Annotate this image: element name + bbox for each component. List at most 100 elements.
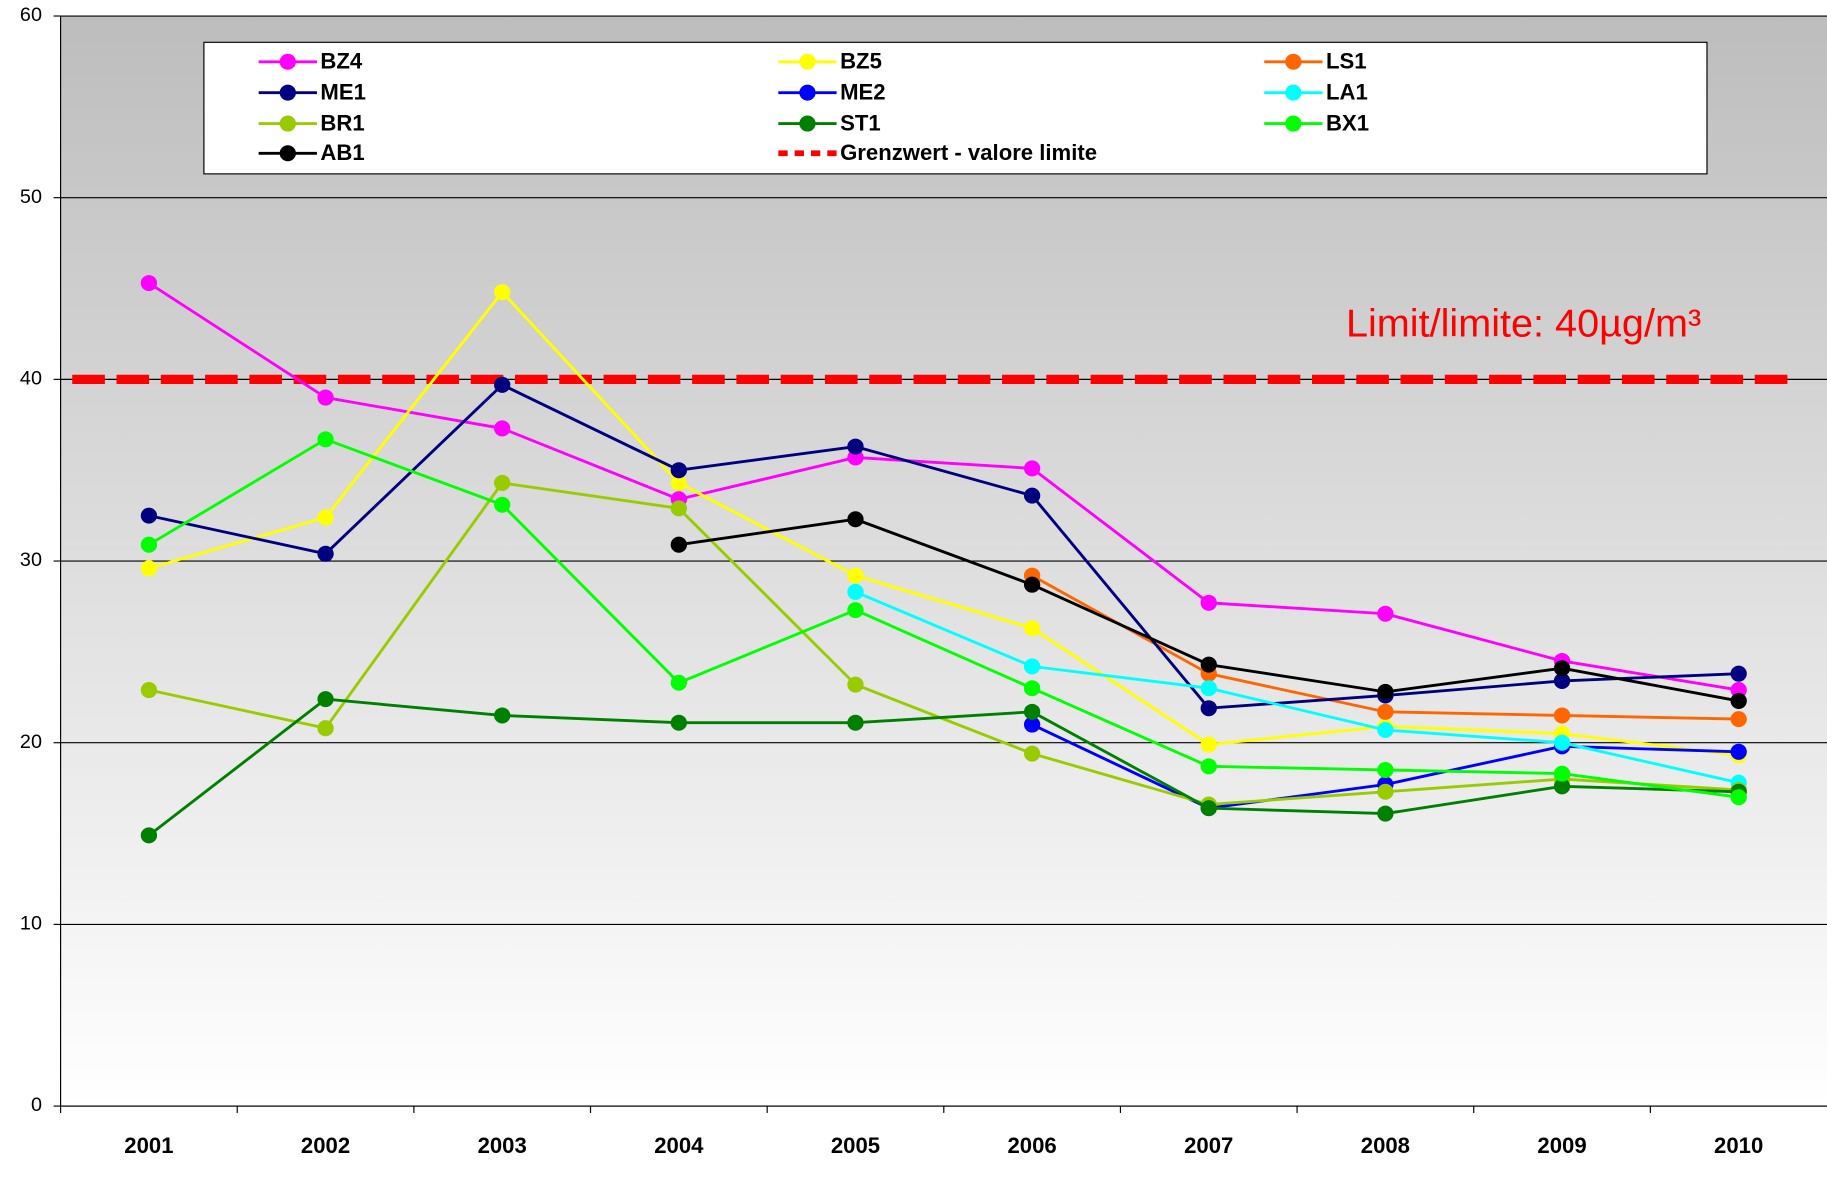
data-point bbox=[494, 474, 511, 491]
legend-marker bbox=[279, 145, 296, 162]
data-point bbox=[317, 509, 334, 526]
series-line bbox=[148, 697, 1739, 837]
legend-label: BZ5 bbox=[840, 49, 882, 74]
y-tick-label: 20 bbox=[20, 731, 42, 753]
x-tick-label: 2008 bbox=[1361, 1133, 1410, 1158]
data-point bbox=[140, 682, 158, 699]
series-line bbox=[148, 437, 1739, 799]
data-point bbox=[317, 691, 334, 708]
legend-label: LS1 bbox=[1326, 49, 1367, 74]
data-point bbox=[1200, 800, 1217, 817]
data-point bbox=[1023, 703, 1041, 720]
data-point bbox=[1553, 707, 1571, 724]
data-point bbox=[1200, 758, 1217, 775]
data-point bbox=[670, 462, 687, 479]
data-point bbox=[1377, 703, 1394, 720]
data-point bbox=[1553, 672, 1571, 689]
data-point bbox=[847, 511, 864, 528]
data-point bbox=[1200, 656, 1217, 673]
data-point bbox=[494, 496, 511, 513]
data-point bbox=[847, 567, 864, 584]
x-tick-label: 2005 bbox=[831, 1133, 880, 1158]
legend-marker bbox=[799, 53, 816, 70]
data-point bbox=[1023, 745, 1041, 762]
legend-marker bbox=[279, 53, 296, 70]
legend-label: Grenzwert - valore limite bbox=[840, 140, 1097, 165]
series-line bbox=[148, 383, 1739, 710]
x-tick-label: 2002 bbox=[301, 1133, 350, 1158]
data-point bbox=[1023, 620, 1041, 637]
data-point bbox=[140, 560, 158, 577]
series-line bbox=[148, 481, 1739, 806]
data-point bbox=[1553, 778, 1571, 795]
data-point bbox=[494, 376, 511, 393]
data-point bbox=[1730, 665, 1747, 682]
x-tick-label: 2003 bbox=[478, 1133, 527, 1158]
y-tick-label: 40 bbox=[20, 368, 42, 390]
legend-marker bbox=[279, 115, 296, 132]
x-tick-label: 2007 bbox=[1184, 1133, 1233, 1158]
data-point bbox=[1377, 721, 1394, 739]
data-point bbox=[494, 707, 511, 724]
data-point bbox=[1200, 700, 1217, 717]
legend-label: ST1 bbox=[840, 111, 881, 136]
y-tick-label: 0 bbox=[31, 1094, 42, 1116]
data-point bbox=[1553, 660, 1571, 677]
y-tick-label: 50 bbox=[20, 186, 42, 208]
legend-box bbox=[203, 41, 1708, 175]
data-point bbox=[847, 676, 864, 693]
data-point bbox=[317, 389, 334, 406]
data-point bbox=[1023, 487, 1041, 504]
data-point bbox=[1377, 783, 1394, 800]
data-point bbox=[1377, 683, 1394, 700]
legend-label: AB1 bbox=[320, 140, 364, 165]
data-point bbox=[317, 720, 334, 737]
data-point bbox=[317, 545, 334, 562]
data-point bbox=[847, 714, 864, 731]
data-point bbox=[317, 431, 334, 448]
x-tick-label: 2006 bbox=[1008, 1133, 1057, 1158]
legend-marker bbox=[1285, 53, 1302, 70]
data-point bbox=[140, 827, 158, 844]
data-point bbox=[1023, 716, 1041, 733]
x-tick-label: 2004 bbox=[654, 1133, 704, 1158]
data-point bbox=[140, 275, 158, 292]
data-point bbox=[494, 284, 511, 301]
data-point bbox=[1730, 692, 1747, 709]
legend-label: BZ4 bbox=[320, 49, 363, 74]
y-tick-label: 30 bbox=[20, 549, 42, 571]
series-line bbox=[148, 289, 1739, 757]
legend-label: ME1 bbox=[320, 80, 365, 105]
data-point bbox=[847, 583, 864, 600]
data-point bbox=[670, 714, 687, 731]
data-point bbox=[847, 602, 864, 619]
data-point bbox=[670, 674, 687, 691]
series-line bbox=[148, 281, 1739, 692]
data-point bbox=[1377, 605, 1394, 622]
legend-marker bbox=[799, 84, 816, 101]
data-point bbox=[1200, 594, 1217, 611]
data-point bbox=[1023, 658, 1041, 675]
series-line bbox=[854, 590, 1740, 785]
data-point bbox=[1553, 765, 1571, 782]
data-point bbox=[670, 474, 687, 491]
data-point bbox=[494, 420, 511, 437]
data-point bbox=[140, 536, 158, 553]
data-point bbox=[1200, 736, 1217, 753]
legend-label: LA1 bbox=[1326, 80, 1368, 105]
data-point bbox=[670, 536, 687, 553]
x-tick-label: 2010 bbox=[1714, 1133, 1763, 1158]
data-point bbox=[1553, 734, 1571, 751]
x-tick-label: 2009 bbox=[1537, 1133, 1586, 1158]
y-tick-label: 60 bbox=[20, 4, 42, 26]
legend-marker bbox=[279, 84, 296, 101]
data-point bbox=[1730, 743, 1747, 760]
annotation: Limit/limite: 40µg/m³ bbox=[1346, 302, 1701, 346]
y-tick-label: 10 bbox=[20, 913, 42, 935]
data-point bbox=[1730, 711, 1747, 728]
data-point bbox=[847, 438, 864, 455]
data-point bbox=[140, 507, 158, 524]
data-point bbox=[1730, 789, 1747, 806]
legend-marker bbox=[799, 115, 816, 132]
